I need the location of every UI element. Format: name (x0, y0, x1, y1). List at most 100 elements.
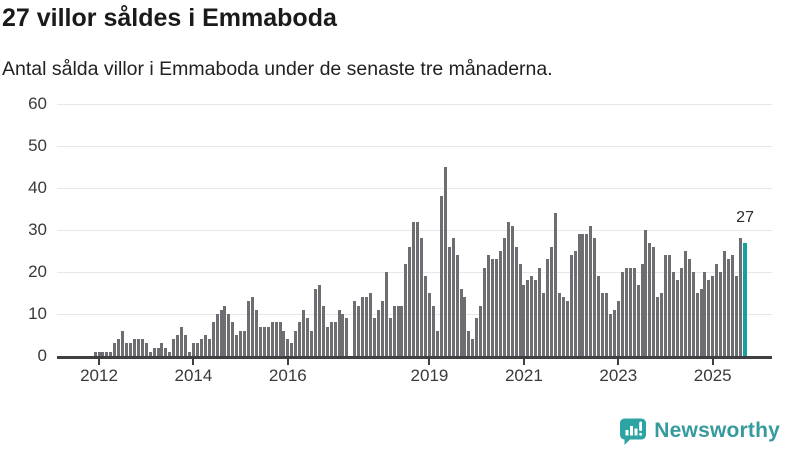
bar-month (278, 322, 282, 356)
bar-month (424, 276, 428, 356)
x-axis-tick (192, 358, 195, 365)
y-gridline (57, 146, 772, 147)
y-axis-tick-label: 50 (28, 136, 47, 155)
bar-month (612, 309, 616, 356)
bar-month (243, 330, 247, 356)
bar-month (223, 305, 227, 356)
bar-month (435, 330, 439, 356)
bar-month (144, 343, 148, 356)
bar-month (624, 267, 628, 356)
bar-month (211, 322, 215, 356)
bar-month (605, 293, 609, 356)
bar-month (369, 293, 372, 356)
bar-month (644, 230, 648, 356)
bar-month (302, 309, 306, 356)
y-axis-tick-label: 60 (28, 94, 47, 113)
bar-month (357, 305, 361, 356)
x-axis-tick (98, 358, 100, 365)
bar-month (542, 293, 546, 356)
bar-month (695, 293, 699, 356)
bar-month (656, 297, 660, 356)
bar-month (546, 259, 550, 356)
bar-month (577, 234, 581, 356)
bar-month (329, 322, 333, 356)
y-axis-tick-label: 30 (28, 220, 47, 239)
newsworthy-logo[interactable]: Newsworthy (619, 416, 780, 446)
bar-month (203, 335, 207, 356)
bar-month (675, 280, 679, 356)
bar-month (254, 309, 258, 356)
bar-month (239, 330, 243, 356)
bar-month (640, 263, 644, 356)
bar-month (125, 343, 129, 356)
bar-month (129, 343, 132, 356)
x-axis-year-label: 2016 (268, 366, 307, 385)
bar-month (471, 339, 475, 356)
bar-current-period-highlighted (742, 242, 748, 356)
bar-month (93, 351, 97, 356)
bar-month (290, 343, 294, 356)
bar-month (467, 330, 471, 356)
bar-month (219, 309, 223, 356)
bar-month (172, 339, 176, 356)
bar-month (416, 221, 420, 356)
bar-month (207, 339, 211, 356)
bar-month (132, 339, 136, 356)
bar-month (738, 238, 742, 356)
bar-month (231, 322, 235, 356)
y-axis-tick-label: 20 (28, 262, 47, 281)
bar-month (325, 326, 329, 356)
bar-month (365, 297, 369, 356)
bar-month (152, 347, 156, 356)
bar-month (573, 251, 577, 356)
bar-month (498, 251, 502, 356)
y-axis-tick-label: 40 (28, 178, 47, 197)
bar-month (168, 351, 172, 356)
bar-month (392, 305, 396, 356)
bar-month (345, 318, 349, 356)
bar-month (191, 343, 195, 356)
bar-month (632, 267, 636, 356)
bar-month (715, 263, 719, 356)
bar-month (585, 234, 589, 356)
chart-subtitle: Antal sålda villor i Emmaboda under de s… (2, 58, 553, 80)
bar-month (176, 335, 180, 356)
bar-month (258, 326, 262, 356)
bar-month (447, 246, 451, 356)
bar-month (479, 305, 483, 356)
x-axis-year-label: 2012 (80, 366, 118, 385)
bar-month (616, 301, 620, 356)
bar-month (648, 242, 652, 356)
bar-month (270, 322, 274, 356)
bar-month (593, 238, 597, 356)
bar-month (687, 259, 691, 356)
bar-month (333, 322, 337, 356)
y-gridline (57, 104, 772, 105)
bar-month (286, 339, 290, 356)
bar-month (431, 305, 435, 356)
bar-month (455, 255, 459, 356)
y-gridline (57, 188, 772, 189)
bar-month (136, 339, 140, 356)
bar-month (215, 314, 219, 356)
bar-month (376, 309, 380, 356)
bar-month (117, 339, 121, 356)
bar-month (306, 318, 310, 356)
bar-month (597, 276, 601, 356)
bar-month (660, 293, 664, 356)
x-axis-year-label: 2023 (599, 366, 638, 385)
y-axis-tick-label: 0 (37, 346, 47, 365)
bar-month (620, 272, 624, 356)
bar-month (514, 246, 518, 356)
bar-month (561, 297, 565, 356)
bar-month (250, 297, 254, 356)
bar-month (408, 246, 412, 356)
bar-month (235, 335, 239, 356)
x-axis-year-label: 2014 (174, 366, 213, 385)
bar-month (372, 318, 376, 356)
x-axis-year-label: 2021 (504, 366, 543, 385)
bar-month (550, 246, 553, 356)
bar-month (664, 255, 668, 356)
bar-month (711, 276, 715, 356)
x-axis-tick (428, 358, 431, 365)
